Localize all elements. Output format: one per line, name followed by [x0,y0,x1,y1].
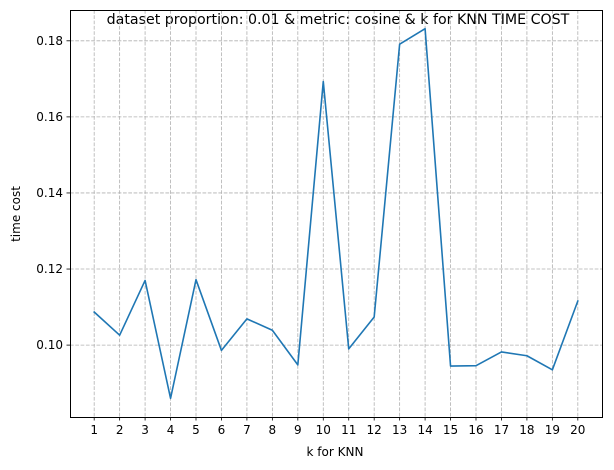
chart-title: dataset proportion: 0.01 & metric: cosin… [107,12,570,28]
x-tick-label: 3 [141,423,149,437]
x-tick-label: 7 [243,423,251,437]
x-tick-label: 5 [192,423,200,437]
x-tick-label: 2 [116,423,124,437]
y-tick-label: 0.10 [36,338,63,352]
x-tick-label: 12 [367,423,382,437]
y-tick-label: 0.12 [36,262,63,276]
y-tick-label: 0.16 [36,110,63,124]
x-tick-label: 8 [269,423,277,437]
y-axis-ticks: 0.10 0.12 0.14 0.16 0.18 [36,34,70,352]
x-tick-label: 13 [392,423,407,437]
x-tick-label: 16 [468,423,483,437]
x-tick-label: 18 [519,423,534,437]
y-axis-label: time cost [9,186,23,242]
x-axis-label: k for KNN [307,445,364,459]
x-tick-label: 17 [494,423,509,437]
x-tick-label: 1 [90,423,98,437]
y-tick-label: 0.18 [36,34,63,48]
plot-frame [70,10,603,418]
x-tick-label: 9 [294,423,302,437]
x-tick-label: 15 [443,423,458,437]
series-line [93,27,579,400]
x-tick-label: 14 [417,423,432,437]
series-layer [93,27,579,400]
x-tick-label: 19 [545,423,560,437]
y-tick-label: 0.14 [36,186,63,200]
x-tick-label: 10 [316,423,331,437]
x-tick-label: 20 [570,423,585,437]
x-tick-label: 4 [167,423,175,437]
x-axis-ticks: 1 2 3 4 5 6 7 8 9 10 11 12 13 14 15 16 17 18 19 20 [90,417,585,437]
x-tick-label: 6 [218,423,226,437]
x-tick-label: 11 [341,423,356,437]
grid [70,10,602,417]
